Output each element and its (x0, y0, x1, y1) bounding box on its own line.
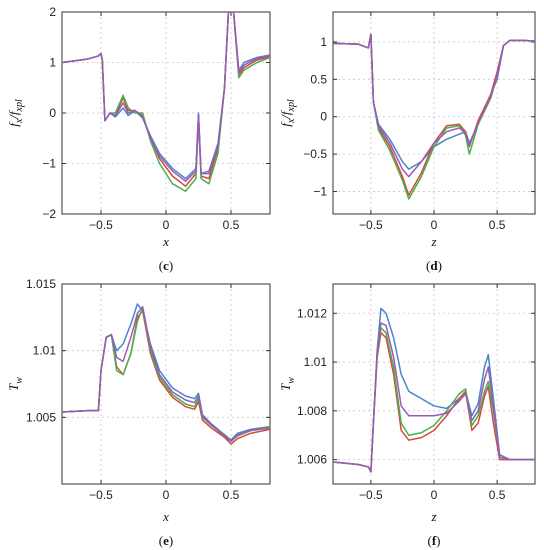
series-group (333, 307, 535, 473)
panel-label-close: ) (436, 533, 440, 548)
series-line-purple (62, 12, 270, 182)
y-tick-label: 0 (320, 110, 327, 124)
series-line-purple (62, 305, 270, 443)
panel-label: (d) (426, 258, 442, 273)
y-axis-label: fx/fxpl (6, 99, 25, 127)
x-axis-label: z (430, 509, 436, 524)
panel-label-letter: f (432, 533, 437, 548)
x-tick-label: −0.5 (89, 218, 113, 232)
y-axis-label: Tw (278, 377, 297, 391)
x-tick-label: −0.5 (89, 488, 113, 502)
panel-label: (c) (159, 258, 173, 273)
y-tick-label: 2 (49, 5, 56, 19)
x-tick-label: 0 (163, 488, 170, 502)
series-group (62, 12, 270, 193)
panel-label-letter: d (430, 258, 438, 273)
panel-label-close: ) (169, 258, 173, 273)
y-tick-label: −1 (313, 185, 327, 199)
y-tick-label: −1 (42, 157, 56, 171)
y-tick-label: 1.006 (297, 453, 327, 467)
y-tick-label: 1.012 (297, 306, 327, 320)
panel-label: (f) (427, 533, 440, 548)
y-tick-label: 0 (49, 106, 56, 120)
x-tick-label: 0.5 (489, 488, 506, 502)
x-tick-label: −0.5 (359, 488, 383, 502)
panel-d: −0.5 0 0.5 −1 −0.5 0 0.5 1 z fx/fxpl (d) (278, 11, 536, 273)
x-tick-label: 0.5 (489, 218, 506, 232)
panel-label-open: ( (427, 533, 431, 548)
y-tick-label: 1.01 (304, 355, 328, 369)
y-tick-label: 1 (49, 56, 56, 70)
panel-label-close: ) (169, 533, 173, 548)
x-axis-label: z (430, 234, 436, 249)
panel-label-open: ( (159, 533, 163, 548)
y-tick-label: −2 (42, 207, 56, 221)
series-group (333, 33, 535, 200)
panel-label: (e) (159, 533, 173, 548)
y-tick-label: −0.5 (303, 147, 327, 161)
x-tick-label: 0 (431, 488, 438, 502)
panel-e: −0.5 0 0.5 1.005 1.01 1.015 x Tw (e) (6, 277, 271, 548)
x-tick-label: −0.5 (359, 218, 383, 232)
y-tick-label: 1.008 (297, 404, 327, 418)
x-axis-label: x (162, 234, 169, 249)
panel-label-letter: c (163, 258, 169, 273)
x-tick-label: 0.5 (223, 488, 240, 502)
y-axis-label: fx/fxpl (278, 99, 297, 127)
series-group (62, 303, 270, 445)
x-axis-label: x (162, 509, 169, 524)
y-tick-label: 1.01 (33, 344, 57, 358)
x-tick-label: 0.5 (223, 218, 240, 232)
panel-label-letter: e (163, 533, 169, 548)
x-tick-label: 0 (431, 218, 438, 232)
panel-label-open: ( (426, 258, 430, 273)
series-line-purple (333, 33, 535, 178)
panel-label-close: ) (438, 258, 442, 273)
y-tick-label: 1.005 (26, 410, 56, 424)
series-line-purple (333, 322, 535, 473)
y-tick-label: 0.5 (310, 72, 327, 86)
panel-c: −0.5 0 0.5 −2 −1 0 1 2 x fx/fxpl (c) (6, 5, 271, 273)
panel-f: −0.5 0 0.5 1.006 1.008 1.01 1.012 z Tw (f) (278, 283, 536, 548)
panel-label-open: ( (159, 258, 163, 273)
y-tick-label: 1.015 (26, 277, 56, 291)
x-tick-label: 0 (163, 218, 170, 232)
y-tick-label: 1 (320, 35, 327, 49)
y-axis-label: Tw (6, 377, 25, 391)
